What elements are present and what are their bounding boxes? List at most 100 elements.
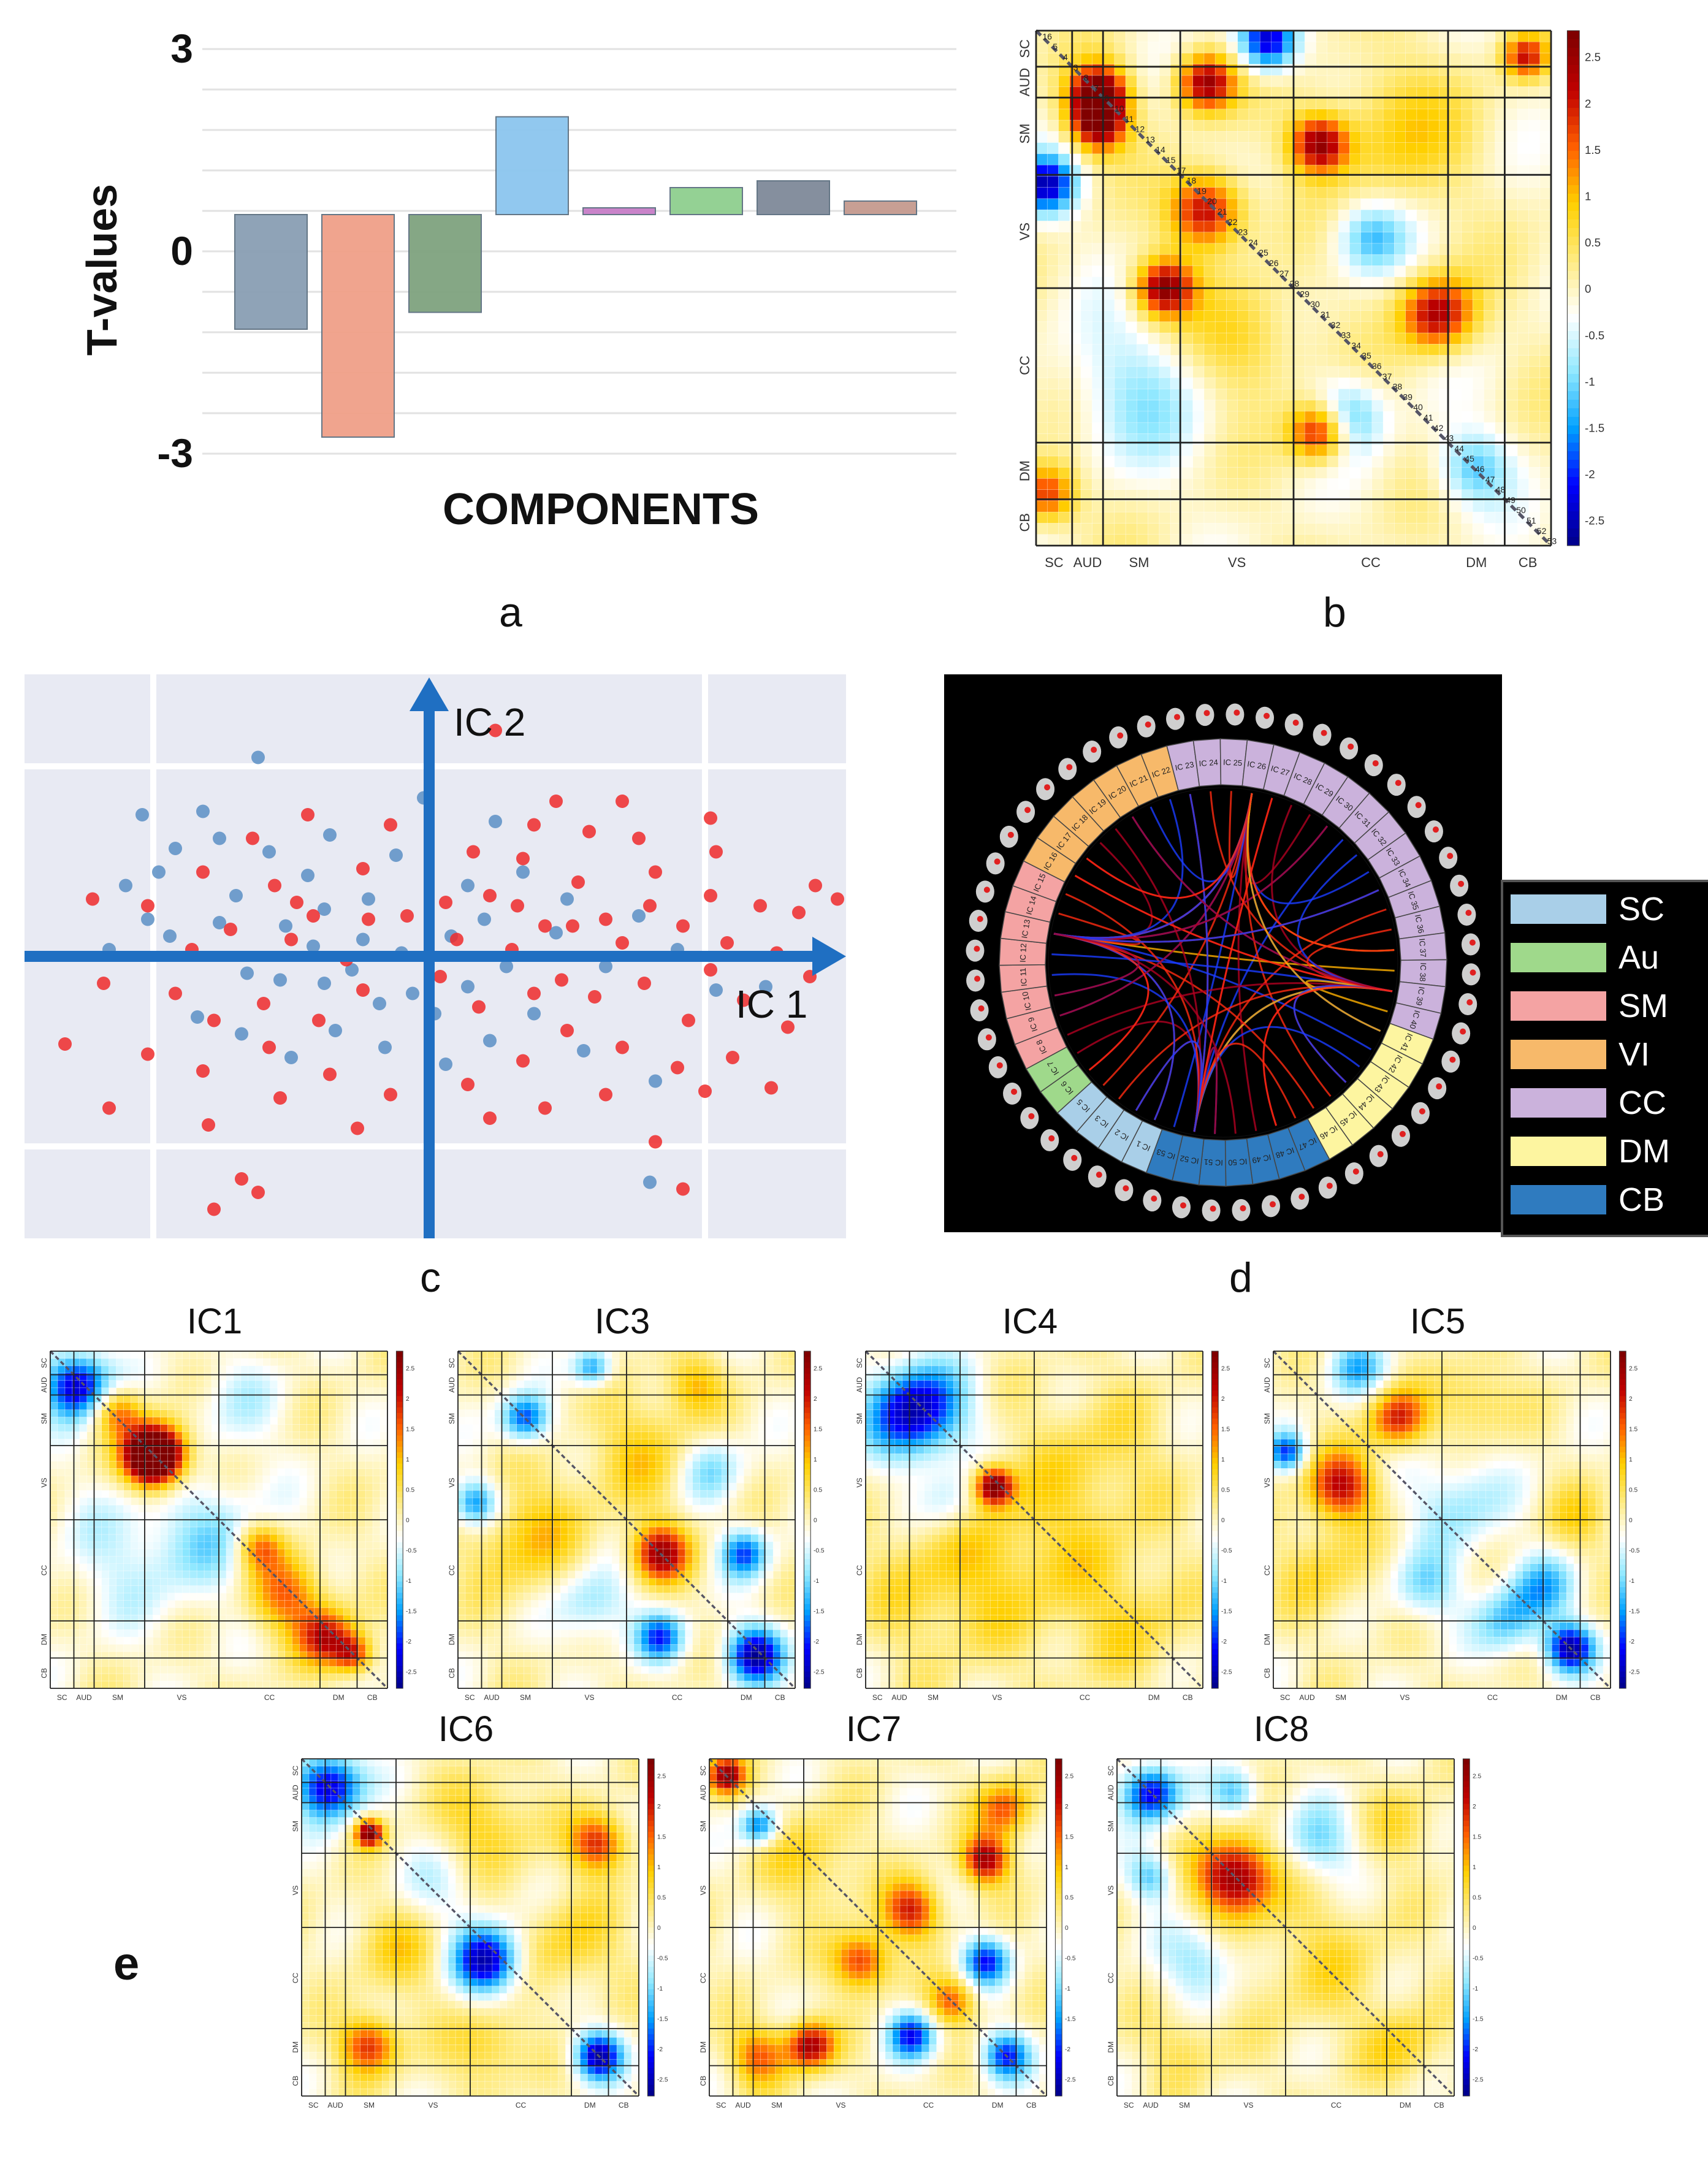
diagonal-label: 28 <box>1290 279 1300 289</box>
x-network-label: SM <box>520 1693 531 1702</box>
colorbar-segment <box>396 1638 403 1644</box>
colorbar-segment <box>647 1972 654 1978</box>
point-group-2 <box>538 920 552 933</box>
legend-swatch <box>1511 1137 1606 1166</box>
legend-label: CB <box>1618 1181 1664 1218</box>
colorbar-tick: -0.5 <box>1065 1956 1076 1962</box>
colorbar-segment <box>647 2006 654 2012</box>
colorbar-segment <box>1055 1888 1062 1894</box>
ring-label: IC 24 <box>1199 758 1218 768</box>
colorbar-segment <box>1055 1950 1062 1956</box>
brain-activation <box>974 946 980 952</box>
colorbar-segment <box>1463 1798 1470 1804</box>
colorbar-tick: 0 <box>814 1517 817 1524</box>
brain-activation <box>1465 910 1471 916</box>
point-group-1 <box>439 1058 452 1071</box>
colorbar-segment <box>1211 1362 1218 1368</box>
colorbar-tick: 0.5 <box>1585 236 1601 249</box>
colorbar-segment <box>1619 1486 1626 1492</box>
colorbar-segment <box>1619 1374 1626 1380</box>
y-network-label: DM <box>855 1634 864 1645</box>
colorbar-segment <box>1211 1390 1218 1397</box>
colorbar-segment <box>804 1362 810 1368</box>
colorbar-segment <box>804 1565 810 1571</box>
colorbar-segment <box>1463 1832 1470 1838</box>
point-group-2 <box>141 899 154 913</box>
brain-activation <box>1264 713 1270 719</box>
colorbar-segment <box>1567 142 1579 151</box>
colorbar-segment <box>1567 383 1579 392</box>
colorbar-segment <box>1567 262 1579 272</box>
colorbar-segment <box>1211 1565 1218 1571</box>
colorbar-segment <box>1619 1582 1626 1588</box>
colorbar-tick: -2 <box>1473 2046 1478 2053</box>
diagonal-label: 18 <box>1187 176 1197 186</box>
colorbar-segment <box>1567 451 1579 460</box>
colorbar-segment <box>1463 2051 1470 2057</box>
colorbar-segment <box>647 1978 654 1984</box>
diagonal-label: 30 <box>1310 299 1320 309</box>
point-group-2 <box>273 1091 287 1105</box>
point-group-1 <box>318 977 331 990</box>
colorbar-segment <box>1055 2068 1062 2074</box>
point-group-1 <box>273 974 287 987</box>
colorbar-segment <box>1463 1933 1470 1939</box>
colorbar-tick: -2 <box>1221 1639 1227 1645</box>
x-network-label: SM <box>1335 1693 1346 1702</box>
y-network-label: SM <box>1263 1413 1271 1424</box>
colorbar-tick: 1 <box>1473 1864 1476 1871</box>
colorbar-tick: -1 <box>406 1578 411 1585</box>
colorbar-segment <box>647 1961 654 1967</box>
y-network-label: AUD <box>291 1785 300 1801</box>
colorbar-segment <box>396 1492 403 1498</box>
point-group-1 <box>251 751 265 764</box>
colorbar-tick: -1.5 <box>657 2016 668 2023</box>
point-group-2 <box>516 1054 530 1068</box>
brain-activation <box>1123 1185 1129 1191</box>
colorbar-tick: 2.5 <box>1473 1774 1481 1780</box>
colorbar-segment <box>396 1514 403 1520</box>
colorbar-tick: -1 <box>1585 375 1595 388</box>
colorbar-segment <box>1055 1793 1062 1799</box>
point-group-2 <box>439 896 452 909</box>
x-network-label: VS <box>1400 1693 1409 1702</box>
y-network-label: VS <box>1263 1477 1271 1487</box>
colorbar-tick: 2 <box>1473 1804 1476 1810</box>
diagonal-label: 43 <box>1444 433 1454 443</box>
legend-label: CC <box>1618 1084 1666 1121</box>
colorbar-segment <box>1463 2006 1470 2012</box>
colorbar-tick: -1.5 <box>1065 2016 1076 2023</box>
colorbar-segment <box>1211 1514 1218 1520</box>
colorbar-tick: -1.5 <box>814 1609 825 1615</box>
point-group-2 <box>555 974 568 987</box>
bar-IC4 <box>496 117 568 215</box>
y-network-label: DM <box>291 2041 300 2053</box>
y-network-label: SC <box>1017 39 1032 58</box>
colorbar-segment <box>804 1582 810 1588</box>
brain-activation <box>1091 747 1097 753</box>
point-group-2 <box>588 990 601 1004</box>
colorbar-segment <box>1055 2079 1062 2086</box>
matrix-IC1: SCSCAUDAUDSMSMVSVSCCCCDMDMCBCB2.521.510.… <box>37 1349 441 1753</box>
x-network-label: SC <box>872 1693 883 1702</box>
colorbar-segment <box>647 1866 654 1872</box>
colorbar-tick: 0 <box>1585 283 1591 295</box>
colorbar-segment <box>1619 1576 1626 1582</box>
y-network-label: CC <box>291 1973 300 1984</box>
legend-swatch <box>1511 943 1606 972</box>
colorbar-segment <box>647 1877 654 1883</box>
y-network-label: DM <box>40 1634 48 1645</box>
brain-activation <box>1180 1202 1186 1208</box>
colorbar-segment <box>1567 159 1579 169</box>
colorbar-segment <box>647 1776 654 1782</box>
colorbar-segment <box>1463 2040 1470 2046</box>
colorbar-segment <box>396 1357 403 1363</box>
colorbar-segment <box>1055 1938 1062 1945</box>
brain-activation <box>1378 1151 1384 1157</box>
colorbar-segment <box>1567 228 1579 237</box>
colorbar-segment <box>804 1481 810 1487</box>
point-group-2 <box>290 896 303 909</box>
colorbar-segment <box>1463 1782 1470 1788</box>
colorbar-segment <box>1211 1655 1218 1661</box>
